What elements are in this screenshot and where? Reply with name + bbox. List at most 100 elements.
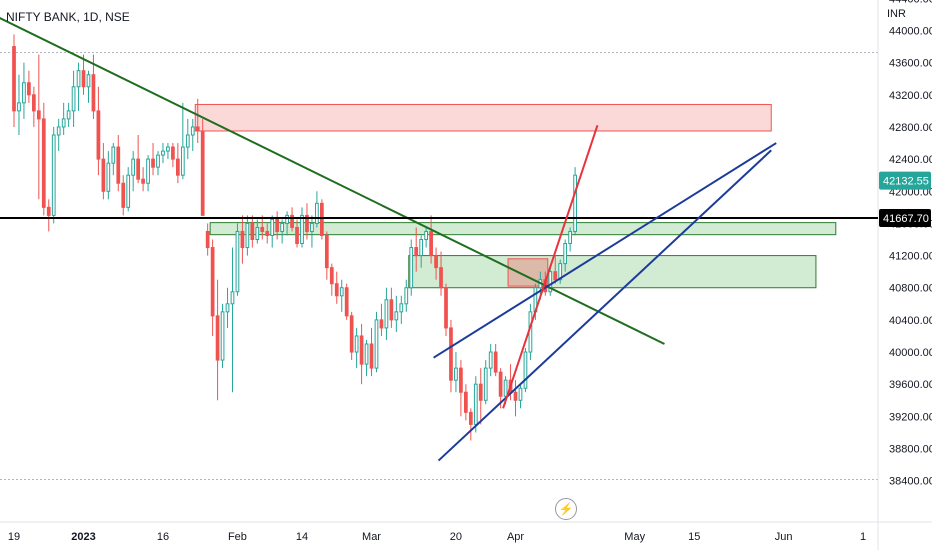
candle-body <box>255 226 260 240</box>
supply-demand-zones <box>194 103 837 289</box>
candle-body <box>349 315 354 353</box>
candle-body <box>295 226 299 245</box>
candle-body <box>136 158 141 180</box>
upper-channel-line <box>433 142 777 359</box>
time-tick-label: 20 <box>450 531 462 543</box>
candle-body <box>46 206 51 216</box>
candle-body <box>161 150 165 156</box>
descending-trendline <box>0 16 665 345</box>
lightning-icon[interactable]: ⚡ <box>555 498 577 520</box>
candle-body <box>344 287 349 317</box>
candle-body <box>409 247 414 289</box>
candle-body <box>270 218 275 236</box>
candle-body <box>51 134 56 216</box>
candle-body <box>190 126 195 136</box>
last-price-badge[interactable] <box>879 171 931 190</box>
candle-body <box>419 239 424 257</box>
candle-body <box>200 130 205 216</box>
candle-body <box>126 174 131 208</box>
candle-body <box>449 327 453 381</box>
time-tick-label: 19 <box>8 531 20 543</box>
candle-body <box>434 255 438 269</box>
candle-body <box>61 118 66 128</box>
candle-body <box>290 214 294 228</box>
candle-body <box>171 146 175 160</box>
support-price-badge[interactable] <box>879 208 931 227</box>
price-axis[interactable]: 38400.00 38800.00 39200.00 39600.00 40000.00… <box>879 0 932 488</box>
candle-body <box>96 110 101 160</box>
time-tick-label: 15 <box>688 531 700 543</box>
price-tick-label: 42800.00 <box>889 122 932 134</box>
candle-body <box>56 126 61 136</box>
candle-body <box>275 218 280 232</box>
candle-body <box>240 230 245 249</box>
candle-body <box>185 134 190 148</box>
candle-body <box>101 158 106 192</box>
candle-body <box>468 411 473 425</box>
candle-body <box>553 271 558 281</box>
candle-body <box>111 146 116 164</box>
candle-body <box>324 234 329 269</box>
candle-body <box>310 222 314 232</box>
candle-body <box>280 222 285 232</box>
supply-zone-top <box>194 103 772 132</box>
candle-body <box>210 247 215 317</box>
candle-body <box>81 70 86 88</box>
candle-body <box>319 202 324 236</box>
candle-body <box>334 283 339 297</box>
candle-body <box>384 299 389 329</box>
candle-body <box>91 74 96 112</box>
time-tick-label: 1 <box>860 531 866 543</box>
candle-body <box>17 102 21 112</box>
candle-body <box>488 351 493 369</box>
candle-body <box>22 82 26 104</box>
candle-body <box>175 158 180 176</box>
candle-body <box>548 271 553 293</box>
time-tick-label: Feb <box>228 531 247 543</box>
time-axis[interactable]: 19 2023 16 Feb 14 Mar 20 Apr May 15 Jun 1 <box>8 531 866 543</box>
price-tick-label: 43600.00 <box>889 58 932 70</box>
candle-body <box>364 343 369 365</box>
candle-body <box>12 46 16 112</box>
price-tick-label: 40000.00 <box>889 347 932 359</box>
candles-layer <box>12 34 577 441</box>
candle-body <box>41 118 46 208</box>
time-tick-label: 2023 <box>71 531 95 543</box>
candle-body <box>374 319 379 369</box>
price-tick-label: 42400.00 <box>889 154 932 166</box>
candle-body <box>230 291 235 305</box>
candle-body <box>27 82 31 96</box>
candle-body <box>563 243 568 265</box>
price-tick-label: 40800.00 <box>889 283 932 295</box>
candle-body <box>300 214 304 245</box>
candle-body <box>359 335 364 365</box>
candle-body <box>414 247 419 257</box>
drawn-trendlines <box>0 16 878 462</box>
price-tick-label: 39200.00 <box>889 411 932 423</box>
time-tick-label: Apr <box>507 531 524 543</box>
candle-body <box>454 367 458 381</box>
candle-body <box>131 158 136 176</box>
price-tick-label: 44000.00 <box>889 26 932 38</box>
candle-body <box>404 287 409 305</box>
candle-body <box>483 367 488 401</box>
price-tick-label: 43200.00 <box>889 90 932 102</box>
currency-unit: INR <box>887 8 906 20</box>
candle-body <box>141 178 145 184</box>
candle-body <box>558 263 563 281</box>
chart-title: NIFTY BANK, 1D, NSE <box>6 10 130 24</box>
candle-body <box>459 367 463 393</box>
price-tick-label: 38800.00 <box>889 444 932 456</box>
candle-body <box>86 74 91 88</box>
candle-body <box>339 287 344 297</box>
last-price-label: 42132.55 <box>883 176 929 188</box>
candle-body <box>573 174 577 232</box>
candle-body <box>76 70 81 88</box>
candle-body <box>66 110 71 120</box>
candle-body <box>478 383 483 401</box>
candle-body <box>285 214 289 224</box>
candle-body <box>399 303 404 313</box>
candle-body <box>523 351 528 389</box>
candle-body <box>354 335 359 353</box>
